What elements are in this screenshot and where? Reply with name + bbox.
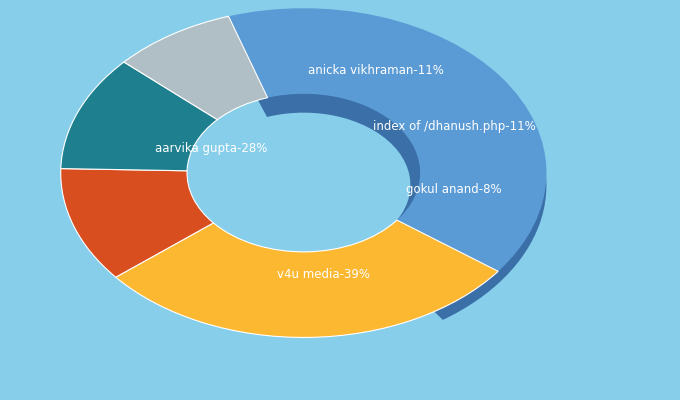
Wedge shape [116, 220, 498, 338]
Text: v4u media-39%: v4u media-39% [277, 268, 369, 281]
Wedge shape [61, 168, 214, 277]
Text: aarvika gupta-28%: aarvika gupta-28% [155, 142, 267, 155]
Text: anicka vikhraman-11%: anicka vikhraman-11% [309, 64, 444, 77]
Wedge shape [61, 62, 218, 171]
Wedge shape [220, 20, 547, 320]
Wedge shape [228, 8, 547, 271]
Text: gokul anand-8%: gokul anand-8% [407, 183, 502, 196]
Wedge shape [124, 16, 267, 120]
Text: index of /dhanush.php-11%: index of /dhanush.php-11% [373, 120, 536, 133]
